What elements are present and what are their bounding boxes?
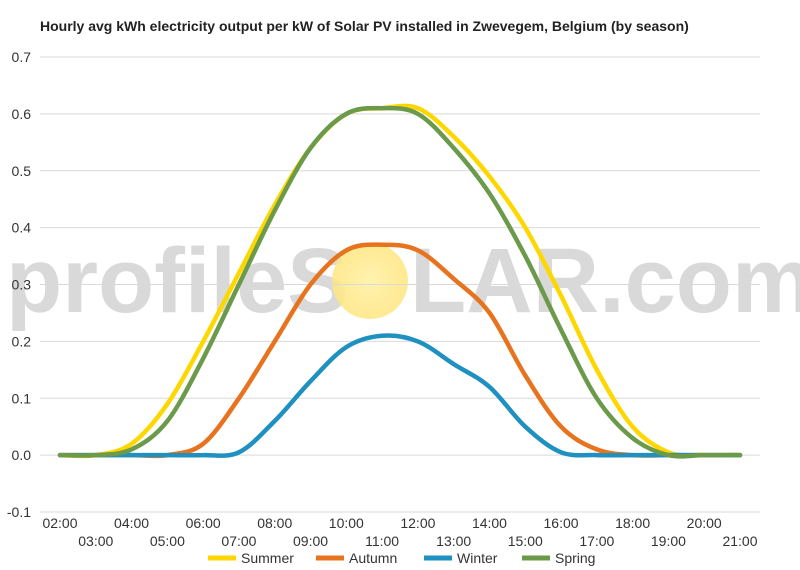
watermark-text-right: LAR.com xyxy=(410,230,800,332)
y-tick-label: 0.3 xyxy=(12,277,32,293)
x-tick-label: 11:00 xyxy=(365,533,399,549)
x-tick-label: 04:00 xyxy=(114,515,149,531)
x-tick-label: 17:00 xyxy=(579,533,614,549)
y-tick-label: -0.1 xyxy=(7,504,31,520)
y-tick-label: 0.6 xyxy=(12,106,32,122)
watermark-text-left: profileS xyxy=(6,230,348,332)
series-line-summer xyxy=(57,103,743,459)
y-axis: -0.1 0.0 0.1 0.2 0.3 0.4 0.5 0.6 0.7 xyxy=(7,49,31,520)
x-tick-label: 20:00 xyxy=(687,515,722,531)
x-tick-label: 09:00 xyxy=(293,533,328,549)
x-tick-label: 18:00 xyxy=(615,515,650,531)
x-tick-label: 10:00 xyxy=(329,515,364,531)
legend-label-autumn: Autumn xyxy=(349,550,397,566)
watermark-sun-icon xyxy=(332,243,408,319)
x-tick-label: 07:00 xyxy=(221,533,256,549)
x-tick-label: 13:00 xyxy=(436,533,471,549)
x-tick-label: 02:00 xyxy=(42,515,77,531)
x-tick-label: 14:00 xyxy=(472,515,507,531)
series-line-spring xyxy=(57,105,743,459)
y-tick-label: 0.4 xyxy=(12,220,32,236)
x-tick-label: 15:00 xyxy=(508,533,543,549)
x-tick-label: 06:00 xyxy=(186,515,221,531)
legend: Summer Autumn Winter Spring xyxy=(208,550,595,566)
y-tick-label: 0.7 xyxy=(12,49,32,65)
y-tick-label: 0.1 xyxy=(12,390,32,406)
x-tick-label: 03:00 xyxy=(78,533,113,549)
series-line-winter xyxy=(57,333,743,458)
legend-label-winter: Winter xyxy=(457,550,498,566)
series-lines xyxy=(57,103,743,459)
y-tick-label: 0.0 xyxy=(12,447,32,463)
x-tick-label: 19:00 xyxy=(651,533,686,549)
x-tick-label: 05:00 xyxy=(150,533,185,549)
x-tick-label: 12:00 xyxy=(400,515,435,531)
legend-label-summer: Summer xyxy=(241,550,294,566)
x-axis: 02:00 04:00 06:00 08:00 10:00 12:00 14:00 16:00… xyxy=(42,515,757,549)
legend-label-spring: Spring xyxy=(555,550,595,566)
chart-title: Hourly avg kWh electricity output per kW… xyxy=(40,18,689,34)
y-tick-label: 0.5 xyxy=(12,163,32,179)
y-tick-label: 0.2 xyxy=(12,333,32,349)
x-tick-label: 08:00 xyxy=(257,515,292,531)
x-tick-label: 21:00 xyxy=(722,533,757,549)
x-tick-label: 16:00 xyxy=(544,515,579,531)
